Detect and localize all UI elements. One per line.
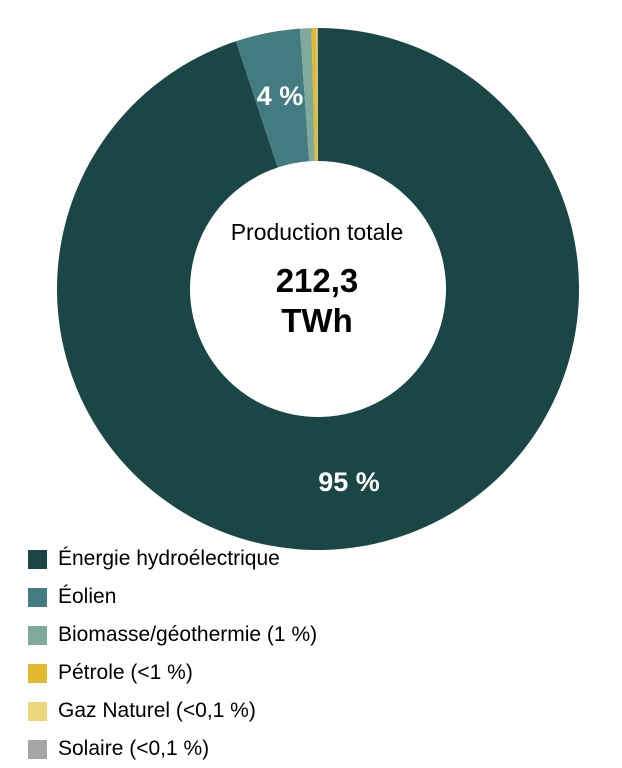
legend-label: Solaire (<0,1 %) xyxy=(58,737,210,760)
legend-label: Biomasse/géothermie (1 %) xyxy=(58,623,318,646)
legend-swatch xyxy=(28,663,47,683)
legend-item: Biomasse/géothermie (1 %) xyxy=(28,616,317,654)
legend-swatch xyxy=(28,701,47,721)
legend-swatch xyxy=(28,587,47,607)
legend-item: Pétrole (<1 %) xyxy=(28,654,317,692)
legend-item: Solaire (<0,1 %) xyxy=(28,730,317,768)
slice-label-0: 95 % xyxy=(318,467,380,497)
slice-label-1: 4 % xyxy=(257,81,304,111)
slice-3 xyxy=(311,28,318,162)
legend-item: Gaz Naturel (<0,1 %) xyxy=(28,692,317,730)
legend-swatch xyxy=(28,625,47,645)
legend-swatch xyxy=(28,739,47,759)
slice-4 xyxy=(316,28,318,162)
legend-item: Éolien xyxy=(28,578,317,616)
center-value-number: 212,3 xyxy=(275,262,359,299)
legend-label: Pétrole (<1 %) xyxy=(58,661,193,684)
legend-label: Gaz Naturel (<0,1 %) xyxy=(58,699,256,722)
legend: Énergie hydroélectrique Éolien Biomasse/gé… xyxy=(28,540,317,768)
legend-swatch xyxy=(28,549,47,569)
slice-2 xyxy=(299,28,315,162)
legend-label: Éolien xyxy=(58,585,117,608)
legend-item: Énergie hydroélectrique xyxy=(28,540,317,578)
center-value: 212,3 TWh xyxy=(190,261,444,341)
slice-5 xyxy=(317,28,318,162)
center-label: Production totale xyxy=(230,219,404,245)
legend-label: Énergie hydroélectrique xyxy=(58,547,280,570)
slice-0 xyxy=(56,28,579,550)
center-value-unit: TWh xyxy=(281,302,353,339)
slice-1 xyxy=(235,28,310,168)
